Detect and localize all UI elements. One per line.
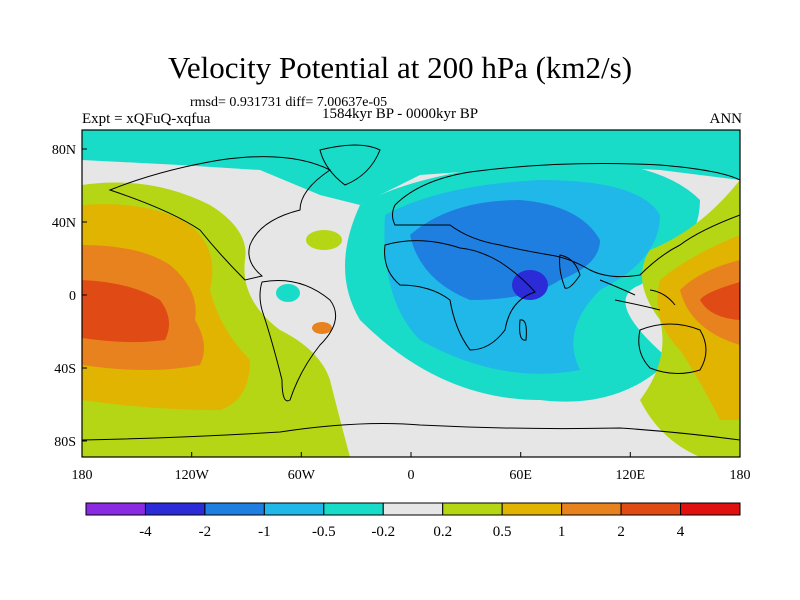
colorbar-label: -0.5 — [312, 524, 336, 540]
lon-label: 60W — [288, 468, 316, 483]
amazon-negative-blob — [276, 284, 300, 302]
colorbar-label: -1 — [258, 524, 271, 540]
lat-label: 40S — [54, 362, 76, 377]
colorbar-box — [442, 502, 503, 516]
colorbar-box — [680, 502, 741, 516]
colorbar-box — [263, 502, 325, 516]
colorbar-label: 4 — [677, 524, 685, 540]
colorbar-box — [620, 502, 682, 516]
lon-labels: 180 120W 60W 0 60E 120E 180 — [72, 468, 751, 483]
season-label: ANN — [709, 111, 743, 127]
lon-label: 0 — [408, 468, 415, 483]
north-america-coast — [108, 156, 331, 281]
colorbar: -4 -2 -1 -0.5 -0.2 0.2 0.5 1 2 4 — [85, 502, 741, 540]
colorbar-box — [561, 502, 622, 516]
time-range-subtitle: 1584kyr BP - 0000kyr BP — [322, 106, 479, 122]
south-america-coast — [259, 279, 337, 402]
lat-label: 80N — [52, 143, 76, 158]
atlantic-positive-blob — [306, 230, 342, 250]
africa-negative-inner — [410, 200, 600, 300]
lat-label: 0 — [69, 289, 76, 304]
colorbar-label: 0.5 — [493, 524, 512, 540]
colorbar-label: -0.2 — [371, 524, 395, 540]
north-band-negative — [82, 130, 740, 205]
antarctica-coast — [82, 423, 740, 441]
colorbar-label: -2 — [199, 524, 212, 540]
greenland-coast — [319, 144, 381, 186]
lon-label: 120E — [616, 468, 646, 483]
lat-label: 80S — [54, 435, 76, 450]
colorbar-label: 0.2 — [433, 524, 452, 540]
africa-coast — [384, 240, 536, 351]
axis-ticks — [81, 148, 741, 457]
plot-title: Velocity Potential at 200 hPa (km2/s) — [167, 50, 633, 85]
colorbar-label: 2 — [617, 524, 625, 540]
experiment-label: Expt = xQFuQ-xqfua — [82, 111, 211, 127]
eurasia-coast — [392, 163, 740, 278]
colorbar-box — [501, 502, 563, 516]
rmsd-diff-stats: rmsd= 0.931731 diff= 7.00637e-05 — [190, 95, 388, 110]
pacific-positive-core — [82, 280, 169, 343]
contour-field — [82, 130, 740, 457]
lon-label: 180 — [730, 468, 751, 483]
westpac-positive-core — [700, 282, 740, 320]
madagascar-coast — [519, 319, 527, 341]
colorbar-box — [144, 502, 206, 516]
indonesia-coast — [599, 279, 676, 311]
lon-label: 180 — [72, 468, 93, 483]
colorbar-label: -4 — [139, 524, 152, 540]
lat-labels: 80N 40N 0 40S 80S — [52, 143, 76, 450]
colorbar-box — [204, 502, 265, 516]
lon-label: 60E — [509, 468, 532, 483]
colorbar-box — [85, 502, 146, 516]
colorbar-box — [323, 502, 384, 516]
coastlines — [82, 144, 740, 441]
india-coast — [559, 254, 581, 289]
colorbar-box — [382, 502, 444, 516]
australia-coast — [638, 323, 707, 374]
south-america-positive-blob — [312, 322, 332, 334]
colorbar-label: 1 — [558, 524, 566, 540]
lon-label: 120W — [175, 468, 210, 483]
lat-label: 40N — [52, 216, 76, 231]
